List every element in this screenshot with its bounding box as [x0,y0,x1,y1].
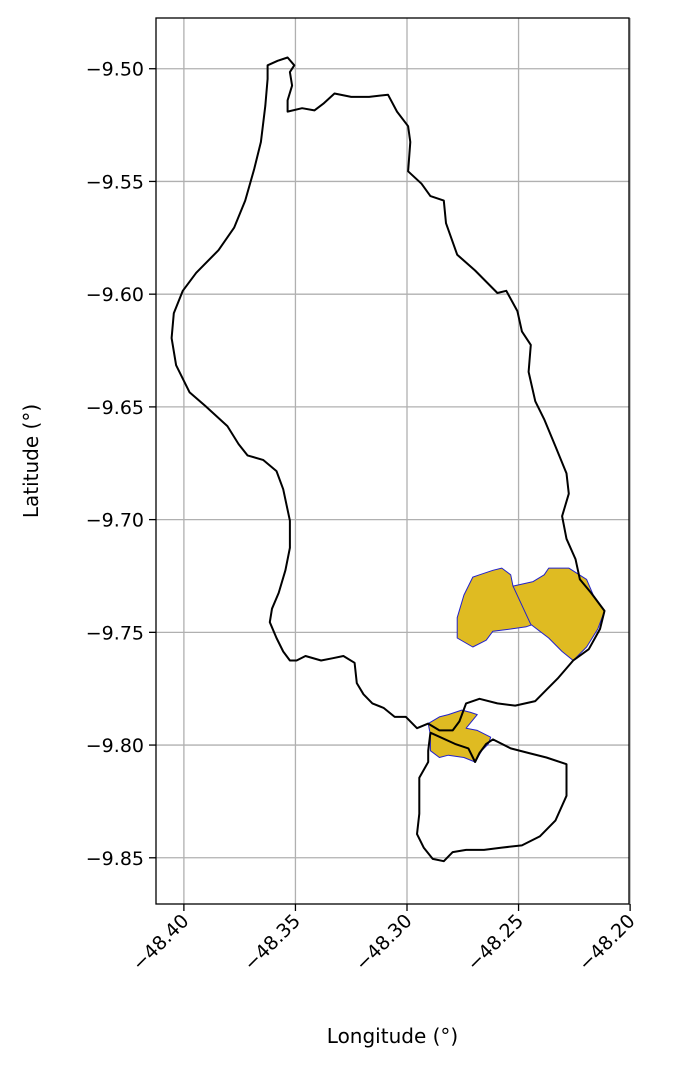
y-axis-label: Latitude (°) [19,404,43,518]
y-tick-label-4: −9.70 [86,510,144,532]
y-tick-label-2: −9.60 [86,284,144,306]
highlight-south-area [427,709,492,763]
y-tick-label-6: −9.80 [86,735,144,757]
axis-ticks: −48.40 −48.35 −48.30 −48.25 −48.20 −9.50 −9.55… [86,59,640,976]
highlighted-areas [427,567,605,763]
x-tick-label-0: −48.40 [128,910,193,975]
x-tick-label-1: −48.35 [240,910,305,975]
y-tick-label-5: −9.75 [86,622,144,644]
south-boundary [416,731,568,863]
y-tick-label-0: −9.50 [86,59,144,81]
x-axis-label: Longitude (°) [327,1024,458,1048]
x-tick-label-2: −48.30 [351,910,416,975]
grid-lines [156,18,631,904]
y-tick-label-7: −9.85 [86,848,144,870]
x-tick-label-3: −48.25 [463,910,528,975]
x-tick-label-4: −48.20 [574,910,639,975]
municipality-boundaries [170,56,606,863]
y-tick-label-3: −9.65 [86,397,144,419]
y-tick-label-1: −9.55 [86,171,144,193]
plot-frame [155,17,630,905]
main-boundary [170,56,606,732]
